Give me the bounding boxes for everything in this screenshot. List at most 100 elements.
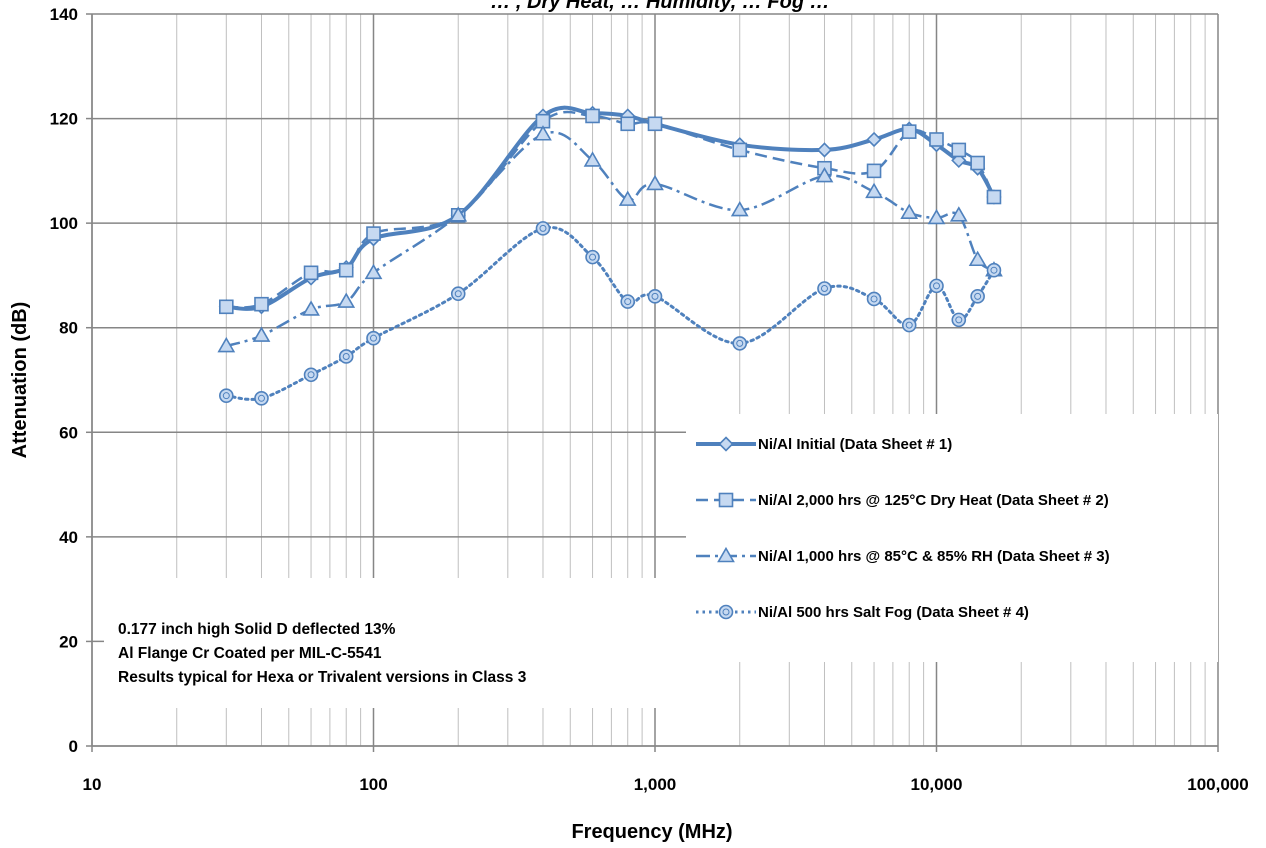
circle-marker-inner [222, 392, 230, 400]
square-marker [732, 142, 748, 158]
circle-marker [970, 289, 985, 304]
circle-marker-inner [589, 253, 597, 261]
circle-marker [620, 294, 636, 309]
triangle-marker [968, 250, 987, 267]
triangle-marker [337, 292, 356, 308]
square-marker [585, 108, 600, 124]
series-2 [219, 108, 1002, 315]
circle-marker-inner [955, 316, 963, 324]
circle-marker [866, 291, 882, 307]
y-tick-label: 100 [50, 214, 78, 233]
circle-marker [254, 390, 269, 406]
legend-label: Ni/Al 2,000 hrs @ 125°C Dry Heat (Data S… [758, 492, 1109, 509]
square-marker [951, 142, 967, 158]
y-tick-label: 40 [59, 528, 78, 547]
circle-marker-inner [307, 371, 315, 379]
annotation-line: 0.177 inch high Solid D deflected 13% [118, 621, 396, 638]
x-tick-label: 1,000 [634, 775, 677, 794]
series-1 [218, 105, 1002, 315]
circle-marker-inner [870, 295, 878, 303]
series-layer [217, 105, 1003, 406]
circle-marker [817, 281, 832, 296]
diamond-marker [866, 131, 882, 148]
x-tick-label: 100 [359, 775, 387, 794]
circle-marker [585, 249, 600, 265]
triangle-marker [302, 300, 320, 316]
legend-background [686, 414, 1218, 662]
square-marker [303, 265, 319, 281]
triangle-marker [449, 206, 468, 222]
y-axis-title: Attenuation (dB) [9, 302, 31, 459]
circle-marker-inner [990, 266, 998, 274]
triangle-marker [252, 326, 271, 342]
x-tick-label: 100,000 [1187, 775, 1248, 794]
legend-circle-marker [718, 604, 734, 620]
annotation-box: 0.177 inch high Solid D deflected 13% Al … [104, 578, 704, 708]
axes [86, 13, 1219, 752]
circle-marker-inner [624, 298, 632, 306]
legend-circle-marker-inner [722, 608, 730, 616]
x-tick-label: 10,000 [911, 775, 963, 794]
legend-triangle-marker [717, 546, 735, 563]
series-4 [219, 221, 1002, 406]
circle-marker [338, 349, 354, 364]
annotation-line: Results typical for Hexa or Trivalent ve… [118, 669, 527, 686]
circle-marker-inner [539, 224, 547, 232]
y-tick-label: 140 [50, 5, 78, 24]
triangle-marker [583, 151, 602, 167]
legend-entry: Ni/Al 1,000 hrs @ 85°C & 85% RH (Data Sh… [696, 546, 1110, 565]
circle-marker-inner [342, 352, 350, 360]
legend-label: Ni/Al Initial (Data Sheet # 1) [758, 436, 952, 453]
circle-marker [901, 317, 917, 333]
square-marker [929, 132, 944, 147]
legend-entry: Ni/Al 500 hrs Salt Fog (Data Sheet # 4) [696, 604, 1029, 621]
circle-marker-inner [933, 282, 940, 290]
triangle-marker [900, 203, 919, 219]
circle-marker [732, 336, 748, 351]
square-marker [620, 116, 636, 132]
circle-marker-inner [454, 290, 462, 298]
x-tick-label: 10 [83, 775, 102, 794]
y-tick-labels: 0 20 40 60 80 100 120 140 [50, 5, 78, 756]
circle-marker-inner [974, 292, 982, 300]
legend-label: Ni/Al 500 hrs Salt Fog (Data Sheet # 4) [758, 604, 1029, 621]
y-tick-label: 60 [59, 423, 78, 442]
square-marker [219, 299, 234, 315]
triangle-marker [730, 200, 749, 217]
y-tick-label: 80 [59, 319, 78, 338]
chart-title: … , Dry Heat, … Humidity, … Fog … [490, 0, 829, 13]
circle-marker [219, 388, 234, 403]
circle-marker-inner [257, 394, 265, 402]
triangle-marker [815, 166, 834, 183]
legend-entry: Ni/Al Initial (Data Sheet # 1) [696, 436, 952, 453]
y-tick-label: 120 [50, 110, 78, 129]
circle-marker-inner [651, 292, 659, 300]
diamond-marker [816, 142, 833, 158]
x-axis-title: Frequency (MHz) [571, 821, 732, 843]
y-tick-label: 20 [59, 632, 78, 651]
circle-marker [366, 330, 381, 346]
triangle-marker [217, 336, 236, 353]
x-tick-labels: 10 100 1,000 10,000 100,000 [83, 775, 1249, 794]
legend-entry: Ni/Al 2,000 hrs @ 125°C Dry Heat (Data S… [696, 492, 1109, 509]
legend-diamond-marker [718, 436, 734, 452]
circle-marker [450, 286, 466, 302]
square-marker [366, 226, 381, 241]
legend: Ni/Al Initial (Data Sheet # 1) Ni/Al 2,00… [686, 414, 1218, 662]
triangle-marker [927, 208, 946, 225]
triangle-marker [865, 182, 883, 199]
circle-marker [986, 262, 1002, 278]
square-marker [647, 116, 663, 132]
series-line [224, 225, 996, 401]
series-3 [217, 125, 1003, 353]
triangle-marker [949, 206, 968, 222]
circle-marker [951, 312, 967, 328]
square-marker [338, 262, 354, 278]
square-marker [866, 163, 882, 179]
legend-label: Ni/Al 1,000 hrs @ 85°C & 85% RH (Data Sh… [758, 548, 1110, 565]
square-marker [970, 155, 985, 171]
circle-marker [929, 278, 944, 294]
circle-marker-inner [736, 339, 744, 347]
annotation-background [104, 578, 704, 708]
